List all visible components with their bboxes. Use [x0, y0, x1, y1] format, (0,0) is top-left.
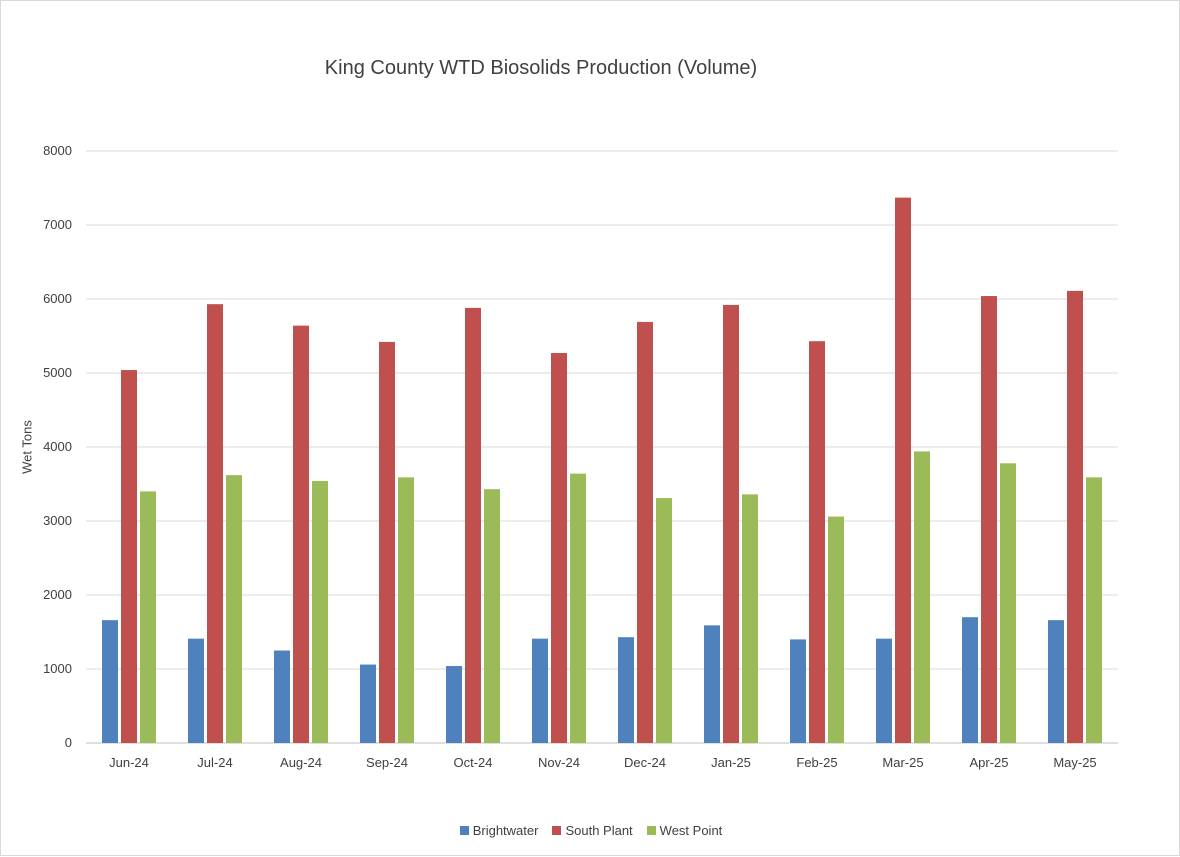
- legend-label: Brightwater: [472, 823, 539, 838]
- bar-brightwater-jan-25: [704, 625, 720, 743]
- bar-west-point-aug-24: [312, 481, 328, 743]
- bar-south-plant-apr-25: [981, 296, 997, 743]
- bar-brightwater-may-25: [1048, 620, 1064, 743]
- bar-west-point-jul-24: [226, 475, 242, 743]
- y-tick-label: 5000: [43, 365, 72, 380]
- bar-west-point-nov-24: [570, 473, 586, 743]
- legend-label: South Plant: [565, 823, 633, 838]
- x-tick-label: Nov-24: [538, 755, 580, 770]
- bar-brightwater-sep-24: [360, 664, 376, 743]
- bar-brightwater-jul-24: [188, 638, 204, 743]
- y-tick-label: 1000: [43, 661, 72, 676]
- bar-west-point-jan-25: [742, 494, 758, 743]
- bar-south-plant-dec-24: [637, 321, 653, 743]
- x-tick-label: Apr-25: [969, 755, 1008, 770]
- bar-brightwater-nov-24: [532, 638, 548, 743]
- bar-west-point-oct-24: [484, 489, 500, 743]
- x-tick-label: Sep-24: [366, 755, 408, 770]
- y-tick-label: 6000: [43, 291, 72, 306]
- legend-label: West Point: [659, 823, 723, 838]
- bar-west-point-mar-25: [914, 451, 930, 743]
- x-tick-label: Feb-25: [796, 755, 837, 770]
- bar-west-point-may-25: [1086, 477, 1102, 743]
- bar-west-point-apr-25: [1000, 463, 1016, 743]
- x-tick-label: Oct-24: [453, 755, 492, 770]
- y-tick-label: 0: [65, 735, 72, 750]
- x-tick-label: Jun-24: [109, 755, 149, 770]
- bar-brightwater-dec-24: [618, 637, 634, 743]
- bar-south-plant-jul-24: [207, 304, 223, 743]
- bar-west-point-jun-24: [140, 491, 156, 743]
- bar-west-point-dec-24: [656, 498, 672, 743]
- x-tick-label: Aug-24: [280, 755, 322, 770]
- bar-south-plant-mar-25: [895, 197, 911, 743]
- legend: Brightwater South Plant West Point: [1, 823, 1180, 838]
- bar-south-plant-aug-24: [293, 325, 309, 743]
- x-tick-label: Jul-24: [197, 755, 232, 770]
- bar-south-plant-oct-24: [465, 307, 481, 743]
- y-tick-label: 2000: [43, 587, 72, 602]
- bar-south-plant-jun-24: [121, 370, 137, 743]
- y-tick-label: 4000: [43, 439, 72, 454]
- bar-brightwater-feb-25: [790, 639, 806, 743]
- bar-brightwater-apr-25: [962, 617, 978, 743]
- legend-item: Brightwater: [459, 823, 539, 838]
- bar-brightwater-aug-24: [274, 650, 290, 743]
- bar-south-plant-may-25: [1067, 290, 1083, 743]
- bar-south-plant-sep-24: [379, 341, 395, 743]
- legend-swatch: [646, 826, 656, 835]
- legend-item: South Plant: [552, 823, 633, 838]
- bar-south-plant-feb-25: [809, 341, 825, 743]
- bar-south-plant-nov-24: [551, 353, 567, 743]
- bar-brightwater-jun-24: [102, 620, 118, 743]
- legend-swatch: [552, 826, 562, 835]
- y-tick-label: 3000: [43, 513, 72, 528]
- bar-west-point-sep-24: [398, 477, 414, 743]
- chart-title: King County WTD Biosolids Production (Vo…: [324, 57, 758, 79]
- x-tick-label: Dec-24: [624, 755, 666, 770]
- x-tick-label: Mar-25: [882, 755, 923, 770]
- x-tick-label: May-25: [1053, 755, 1096, 770]
- y-tick-label: 7000: [43, 217, 72, 232]
- legend-item: West Point: [646, 823, 723, 838]
- y-tick-label: 8000: [43, 143, 72, 158]
- bar-south-plant-jan-25: [723, 304, 739, 743]
- bar-brightwater-mar-25: [876, 638, 892, 743]
- bar-brightwater-oct-24: [446, 666, 462, 743]
- legend-swatch: [459, 826, 469, 835]
- x-tick-label: Jan-25: [711, 755, 751, 770]
- bar-west-point-feb-25: [828, 516, 844, 743]
